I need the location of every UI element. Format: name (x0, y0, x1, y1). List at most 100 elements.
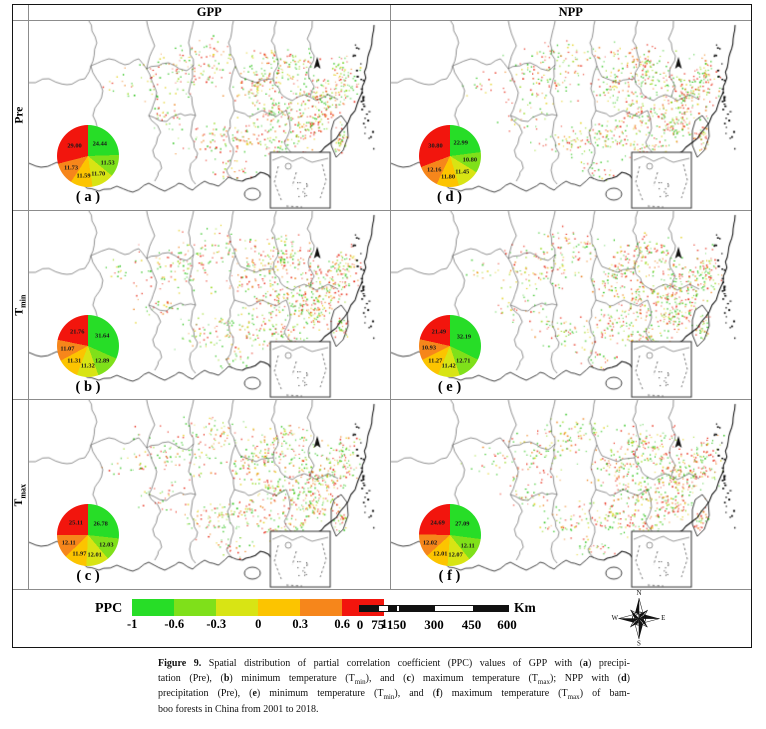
pie-value: 11.97 (72, 550, 87, 558)
pie-value: 10.93 (421, 344, 437, 352)
pie-value: 26.78 (93, 520, 108, 528)
panel-letter-e: ( e ) (437, 378, 462, 395)
scale-bar-label: 600 (497, 617, 517, 632)
ramp-tick-label: -0.6 (164, 617, 185, 631)
pie-value: 12.71 (456, 357, 471, 365)
panel-letter-d: ( d ) (437, 189, 462, 205)
pie-value: 21.49 (431, 328, 447, 336)
pie-value: 11.45 (455, 168, 470, 176)
figure-caption: Figure 9. Spatial distribution of partia… (158, 657, 630, 717)
scale-bar-block (472, 605, 509, 611)
header-corner (13, 5, 29, 20)
pie-value: 12.07 (448, 551, 463, 559)
ramp-tick-label: 0.3 (292, 617, 309, 631)
scale-bar-label: 450 (461, 617, 482, 632)
pie-value: 11.27 (428, 357, 443, 365)
compass-part (618, 618, 639, 623)
compass-w-label: W (611, 614, 618, 622)
map-panel-a: 24.44 11.53 11.70 11.59 11.73 29.00 ( a ) (29, 21, 390, 210)
pie-value: 27.09 (455, 520, 470, 528)
pie-value: 29.00 (67, 142, 82, 150)
ramp-tick-label: 0.6 (334, 617, 351, 631)
row-label-text: Pre (13, 106, 26, 124)
scale-bar-unit: Km (514, 600, 536, 615)
scale-bar-label: 300 (424, 617, 444, 632)
pie-value: 21.76 (70, 328, 85, 336)
row-tmax: Tmax 26.78 12.03 12.01 11.97 12.11 25.11( c )… (13, 400, 751, 591)
compass-n-label: N (636, 590, 641, 597)
panel-grid: GPP NPP Pre 24.44 11.53 11.70 11.59 11.73 29.… (13, 5, 751, 591)
row-label-sub: max (18, 483, 28, 499)
ramp-tick-label: 0 (255, 617, 262, 631)
legend-title: PPC (95, 601, 123, 616)
panel-letter-b: ( b ) (75, 378, 101, 395)
pie-value: 22.99 (453, 139, 468, 147)
pie-value: 12.01 (87, 551, 102, 559)
ramp-segment (132, 599, 175, 616)
ramp-tick-label: -1 (127, 617, 138, 631)
pie-value: 12.02 (422, 539, 438, 547)
row-pre: Pre 24.44 11.53 11.70 11.59 11.73 29.00( a ) … (13, 21, 751, 211)
compass-rose-icon: N E S W (611, 590, 665, 648)
pie-chart-f: 27.09 12.11 12.07 12.01 12.02 24.69 (418, 504, 481, 567)
ramp-segment (300, 599, 343, 616)
pie-value: 12.11 (460, 542, 475, 550)
caption-line: Figure 9. Spatial distribution of partia… (158, 658, 630, 669)
figure-box: GPP NPP Pre 24.44 11.53 11.70 11.59 11.73 29.… (12, 4, 752, 648)
pie-value: 25.11 (68, 519, 83, 527)
pie-value: 11.42 (441, 362, 456, 370)
row-tmin: Tmin 31.64 12.89 11.32 11.31 11.07 21.76 ( b )… (13, 210, 751, 401)
ppc-color-ramp (132, 599, 385, 616)
ramp-tick-label: 1 (381, 617, 388, 631)
ramp-segment (258, 599, 301, 616)
scale-bar-label: 150 (386, 617, 407, 632)
ppc-color-ramp-wrap: -1 -0.6 -0.3 0 0.3 0.6 1 (127, 599, 388, 632)
compass-e-label: E (661, 614, 665, 622)
map-panel-f: 27.09 12.11 12.07 12.01 12.02 24.69 ( f ) (389, 400, 751, 590)
pie-value: 11.70 (91, 170, 106, 178)
pie-chart-c: 26.78 12.03 12.01 11.97 12.11 25.11 (57, 504, 119, 567)
scale-bar-block (360, 605, 379, 611)
compass-part (630, 609, 640, 620)
panel-letter-c: ( c ) (76, 568, 100, 585)
row-label-text: T (13, 498, 26, 506)
scale-bar: Km 0 75 150 300 450 600 (357, 600, 536, 632)
pie-value: 10.80 (462, 156, 478, 164)
pie-value: 24.44 (92, 140, 107, 148)
scale-bar-blocks (359, 604, 509, 612)
ramp-segment (216, 599, 259, 616)
compass-s-label: S (637, 640, 641, 648)
pie-chart-a: 24.44 11.53 11.70 11.59 11.73 29.00 (57, 125, 119, 187)
column-header-row: GPP NPP (13, 5, 751, 21)
column-header-npp: NPP (389, 5, 752, 20)
pie-value: 32.19 (456, 333, 472, 341)
compass-part (639, 618, 643, 640)
map-panel-e: 32.19 12.71 11.42 11.27 10.93 21.49 ( e ) (389, 210, 751, 400)
caption-line: precipitation (Pre), (e) minimum tempera… (158, 688, 630, 702)
pie-value: 12.89 (94, 357, 110, 365)
pie-value: 12.16 (427, 166, 442, 174)
scale-bar-block (388, 605, 398, 611)
panel-letter-f: ( f ) (438, 568, 461, 585)
pie-value: 12.01 (433, 550, 448, 558)
pie-value: 24.69 (430, 519, 445, 527)
ramp-segment (174, 599, 217, 616)
compass-part (634, 613, 644, 624)
pie-value: 11.80 (440, 173, 456, 181)
column-header-gpp: GPP (196, 5, 222, 19)
pie-chart-e: 32.19 12.71 11.42 11.27 10.93 21.49 (418, 314, 481, 377)
scale-bar-block (398, 605, 435, 611)
pie-chart-b: 31.64 12.89 11.32 11.31 11.07 21.76 (57, 314, 119, 377)
pie-value: 11.32 (80, 362, 95, 370)
pie-value: 11.53 (100, 159, 115, 167)
row-label-text: T (13, 307, 26, 316)
row-label-sub: min (18, 294, 28, 308)
caption-line: tation (Pre), (b) minimum temperature (T… (158, 672, 630, 686)
pie-value: 30.80 (428, 142, 443, 150)
ppc-legend: PPC -1 -0.6 -0.3 0 0.3 0.6 1 (95, 599, 388, 632)
scale-bar-label: 75 (371, 617, 385, 632)
row-label-pre: Pre (13, 21, 29, 210)
caption-line: boo forests in China from 2001 to 2018. (158, 703, 319, 715)
compass-part (632, 611, 646, 626)
